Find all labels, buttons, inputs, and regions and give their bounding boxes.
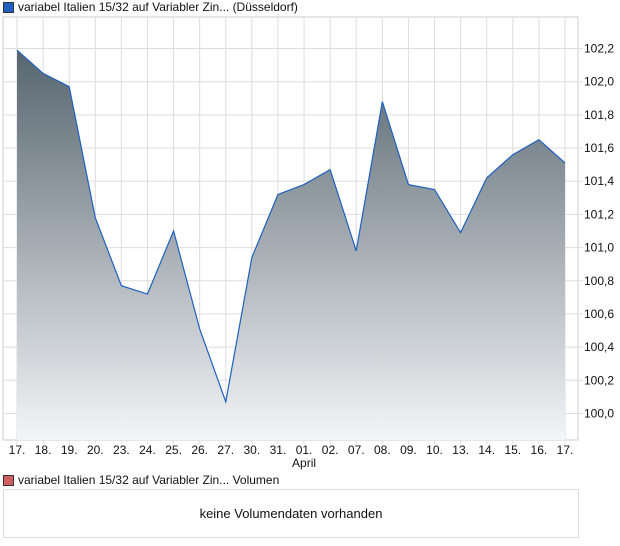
y-tick-label: 100,6: [584, 307, 614, 321]
price-area: [17, 50, 565, 440]
x-tick-label: 30.: [244, 443, 261, 457]
x-tick-label: 10.: [426, 443, 443, 457]
x-tick-label: 15.: [504, 443, 521, 457]
volume-legend-label: variabel Italien 15/32 auf Variabler Zin…: [18, 473, 280, 487]
y-tick-label: 102,0: [584, 75, 614, 89]
x-tick-label: 31.: [270, 443, 287, 457]
y-tick-label: 100,8: [584, 274, 614, 288]
x-tick-label: 20.: [87, 443, 104, 457]
x-tick-label: 02.: [322, 443, 339, 457]
price-line: [16, 49, 566, 405]
x-tick-label: 09.: [400, 443, 417, 457]
x-tick-label: 27.: [217, 443, 234, 457]
x-tick-label: 18.: [35, 443, 52, 457]
x-tick-label: 23.: [113, 443, 130, 457]
x-tick-label: 08.: [374, 443, 391, 457]
volume-legend-swatch: [3, 474, 14, 486]
x-tick-label: 25.: [165, 443, 182, 457]
volume-panel: keine Volumendaten vorhanden: [3, 489, 579, 538]
x-tick-label: 07.: [348, 443, 365, 457]
x-tick-label: 19.: [61, 443, 78, 457]
y-tick-label: 101,4: [584, 174, 614, 188]
x-tick-label: 26.: [191, 443, 208, 457]
y-tick-label: 100,2: [584, 373, 614, 387]
x-month-label: April: [292, 456, 316, 470]
y-tick-label: 101,0: [584, 241, 614, 255]
y-tick-label: 102,2: [584, 42, 614, 56]
x-tick-label: 13.: [452, 443, 469, 457]
x-tick-label: 24.: [139, 443, 156, 457]
x-tick-label: 17.: [9, 443, 26, 457]
price-legend-swatch: [3, 1, 14, 13]
price-legend-label: variabel Italien 15/32 auf Variabler Zin…: [18, 0, 298, 14]
y-tick-label: 100,4: [584, 340, 614, 354]
x-tick-label: 16.: [531, 443, 548, 457]
y-tick-label: 100,0: [584, 406, 614, 420]
x-tick-label: 14.: [478, 443, 495, 457]
price-chart: 100,0 100,2 100,4 100,6 100,8 101,0 101,2 101,4…: [2, 16, 614, 470]
x-tick-label: 17.: [557, 443, 574, 457]
no-volume-message: keine Volumendaten vorhanden: [199, 506, 383, 521]
y-tick-label: 101,8: [584, 108, 614, 122]
price-legend: variabel Italien 15/32 auf Variabler Zin…: [3, 0, 298, 14]
volume-legend: variabel Italien 15/32 auf Variabler Zin…: [3, 473, 279, 487]
y-tick-label: 101,2: [584, 207, 614, 221]
x-tick-label: 01.: [296, 443, 313, 457]
y-tick-label: 101,6: [584, 141, 614, 155]
